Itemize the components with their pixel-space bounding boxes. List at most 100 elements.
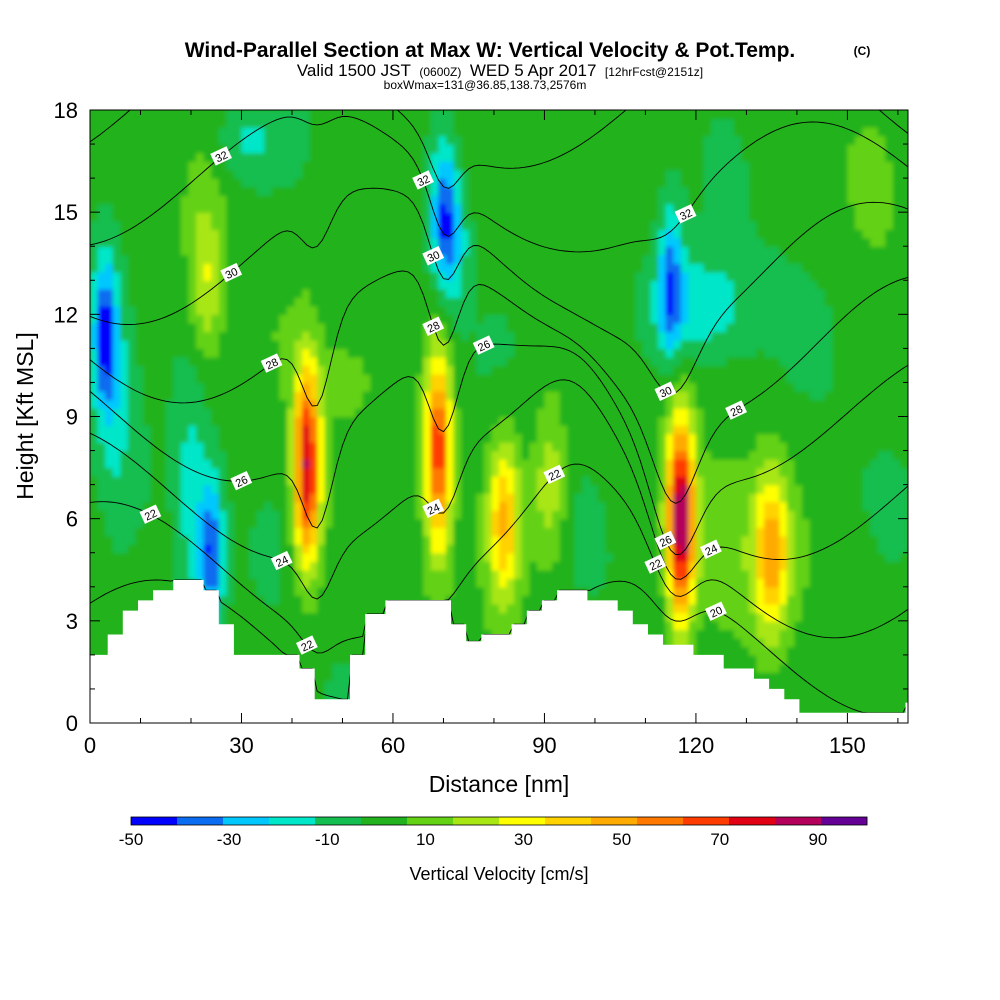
heatmap-cell: [574, 203, 584, 213]
heatmap-cell: [499, 271, 508, 281]
heatmap-cell: [332, 365, 341, 375]
heatmap-cell: [339, 561, 349, 571]
heatmap-cell: [612, 595, 621, 605]
heatmap-cell: [544, 365, 553, 375]
heatmap-cell: [165, 144, 175, 154]
heatmap-cell: [347, 280, 356, 290]
heatmap-cell: [286, 603, 296, 614]
heatmap-cell: [521, 561, 530, 571]
heatmap-cell: [249, 365, 258, 375]
heatmap-cell: [468, 407, 477, 418]
heatmap-cell: [105, 127, 114, 137]
heatmap-cell: [302, 569, 311, 579]
heatmap-cell: [514, 237, 523, 247]
heatmap-cell: [514, 612, 523, 622]
heatmap-cell: [461, 373, 470, 384]
heatmap-cell: [105, 527, 114, 537]
heatmap-cell: [226, 612, 235, 622]
heatmap-cell: [256, 629, 265, 639]
heatmap-cell: [90, 152, 99, 162]
heatmap-cell: [286, 459, 296, 469]
heatmap-cell: [453, 561, 462, 571]
heatmap-cell: [127, 118, 137, 128]
heatmap-cell: [476, 569, 485, 579]
heatmap-cell: [97, 561, 106, 571]
heatmap-cell: [506, 433, 515, 443]
heatmap-cell: [377, 195, 387, 205]
heatmap-cell: [597, 493, 606, 503]
heatmap-cell: [233, 425, 243, 435]
heatmap-cell: [521, 331, 530, 341]
heatmap-cell: [264, 195, 273, 205]
heatmap-cell: [461, 612, 470, 622]
heatmap-cell: [408, 348, 417, 358]
heatmap-cell: [339, 220, 349, 230]
heatmap-cell: [317, 288, 326, 298]
heatmap-cell: [408, 178, 417, 188]
heatmap-cell: [180, 527, 190, 537]
heatmap-cell: [196, 510, 205, 520]
heatmap-cell: [445, 135, 455, 145]
heatmap-cell: [529, 186, 538, 196]
heatmap-cell: [135, 110, 144, 120]
heatmap-cell: [135, 314, 144, 324]
heatmap-cell: [135, 535, 144, 545]
heatmap-cell: [218, 510, 228, 520]
heatmap-cell: [196, 212, 205, 222]
heatmap-cell: [196, 373, 205, 384]
heatmap-cell: [552, 527, 561, 537]
heatmap-cell: [529, 578, 538, 588]
heatmap-cell: [400, 280, 409, 290]
heatmap-cell: [218, 365, 228, 375]
heatmap-cell: [135, 229, 144, 239]
heatmap-cell: [476, 195, 485, 205]
heatmap-cell: [355, 254, 364, 264]
heatmap-cell: [286, 305, 296, 316]
heatmap-cell: [521, 493, 530, 503]
heatmap-cell: [408, 246, 417, 256]
heatmap-cell: [506, 237, 515, 247]
heatmap-cell: [453, 161, 462, 171]
heatmap-cell: [317, 246, 326, 256]
heatmap-cell: [264, 510, 273, 520]
heatmap-cell: [483, 305, 493, 316]
heatmap-cell: [143, 518, 152, 528]
heatmap-cell: [461, 365, 470, 375]
heatmap-cell: [143, 348, 152, 358]
heatmap-cell: [408, 442, 417, 452]
heatmap-cell: [597, 544, 606, 554]
heatmap-cell: [105, 322, 114, 333]
heatmap-cell: [468, 612, 477, 622]
heatmap-cell: [514, 442, 523, 452]
heatmap-cell: [415, 254, 424, 264]
heatmap-cell: [605, 569, 614, 579]
heatmap-cell: [127, 501, 137, 511]
heatmap-cell: [150, 450, 159, 460]
heatmap-cell: [483, 348, 493, 358]
heatmap-cell: [271, 229, 281, 239]
heatmap-cell: [294, 416, 303, 426]
heatmap-cell: [249, 450, 258, 460]
heatmap-cell: [514, 552, 523, 562]
heatmap-cell: [574, 237, 584, 247]
heatmap-cell: [105, 161, 114, 171]
heatmap-cell: [332, 297, 341, 307]
heatmap-cell: [529, 263, 538, 273]
heatmap-cell: [105, 331, 114, 341]
heatmap-cell: [347, 161, 356, 171]
heatmap-cell: [120, 305, 129, 316]
heatmap-cell: [173, 212, 182, 222]
heatmap-cell: [567, 425, 576, 435]
heatmap-cell: [499, 459, 508, 469]
heatmap-cell: [445, 212, 455, 222]
heatmap-cell: [445, 297, 455, 307]
heatmap-cell: [264, 518, 273, 528]
heatmap-cell: [468, 586, 477, 596]
heatmap-cell: [150, 527, 159, 537]
heatmap-cell: [249, 390, 258, 401]
heatmap-cell: [112, 263, 121, 273]
heatmap-cell: [196, 186, 205, 196]
heatmap-cell: [180, 356, 190, 367]
heatmap-cell: [339, 416, 349, 426]
heatmap-cell: [302, 501, 311, 511]
